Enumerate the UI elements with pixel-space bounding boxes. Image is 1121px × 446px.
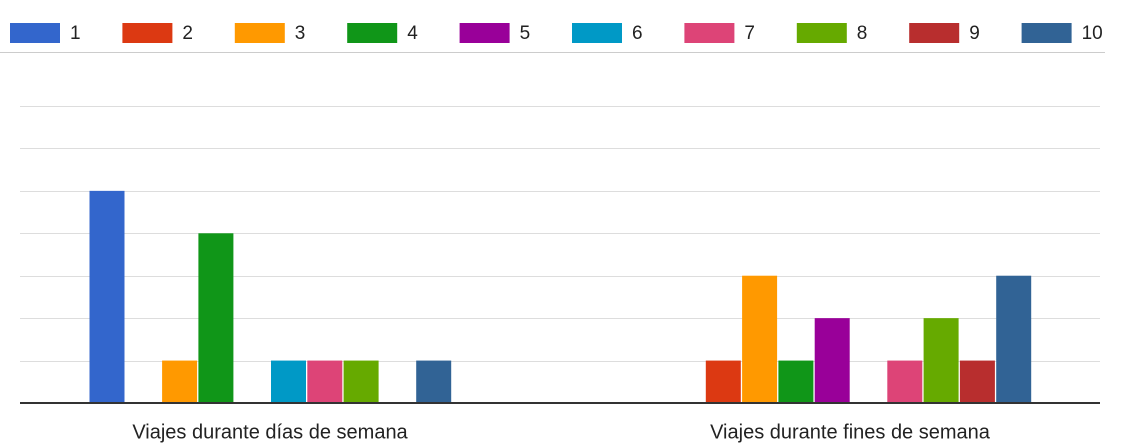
legend-label: 8: [857, 23, 868, 44]
bar: [778, 360, 814, 403]
legend-label: 6: [632, 23, 643, 44]
bar: [198, 233, 234, 403]
legend-label: 4: [407, 23, 418, 44]
legend-label: 1: [70, 23, 81, 44]
bar: [887, 360, 923, 403]
bar: [162, 360, 198, 403]
legend-swatch: [909, 23, 960, 43]
legend-swatch: [122, 23, 173, 43]
legend-label: 9: [969, 23, 980, 44]
bar: [307, 360, 343, 403]
bar: [89, 190, 125, 403]
legend-swatch: [347, 23, 398, 43]
x-tick-label: Viajes durante días de semana: [132, 421, 408, 443]
bar: [923, 318, 959, 403]
legend-label: 3: [295, 23, 306, 44]
x-tick-label: Viajes durante fines de semana: [710, 421, 991, 443]
legend-swatch: [572, 23, 622, 43]
legend-swatch: [459, 23, 510, 43]
legend-label: 10: [1082, 23, 1103, 44]
bar: [271, 360, 306, 403]
bar: [814, 318, 850, 403]
bar: [996, 275, 1032, 403]
bar: [705, 360, 741, 403]
legend-label: 7: [744, 23, 755, 44]
bar: [343, 360, 379, 403]
bar: [742, 275, 778, 403]
bar: [959, 360, 995, 403]
legend-swatch: [1021, 23, 1072, 43]
legend-swatch: [234, 23, 285, 43]
legend-label: 5: [520, 23, 531, 44]
legend-swatch: [684, 23, 735, 43]
legend-label: 2: [182, 23, 193, 44]
legend-swatch: [796, 23, 847, 43]
legend-swatch: [10, 23, 60, 43]
bar: [416, 360, 452, 403]
